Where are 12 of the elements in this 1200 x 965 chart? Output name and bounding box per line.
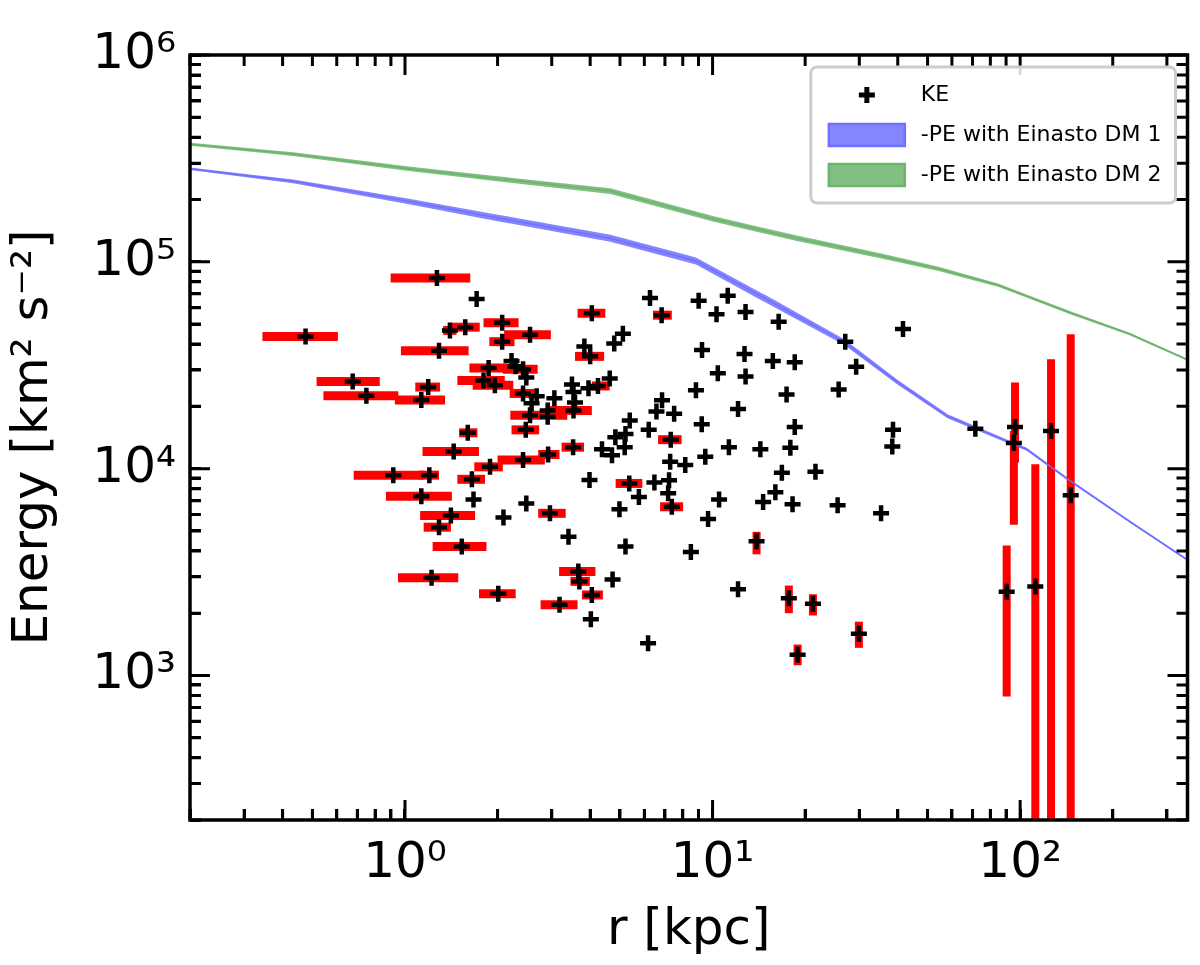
y-tick-label: 10⁵ [92, 228, 176, 287]
x-tick-label: 10² [978, 830, 1062, 889]
y-tick-label: 10³ [92, 642, 176, 701]
y-tick-label: 10⁴ [92, 435, 176, 494]
y-tick-label: 10⁶ [92, 21, 176, 80]
x-tick-label: 10¹ [670, 830, 755, 889]
x-axis-title: r [kpc] [606, 897, 771, 956]
x-tick-label: 10⁰ [363, 830, 447, 889]
y-axis-title: Energy [km² s⁻²] [0, 229, 59, 646]
legend-label: KE [920, 80, 950, 106]
legend-label: -PE with Einasto DM 2 [920, 160, 1162, 186]
legend-label: -PE with Einasto DM 1 [920, 120, 1162, 146]
